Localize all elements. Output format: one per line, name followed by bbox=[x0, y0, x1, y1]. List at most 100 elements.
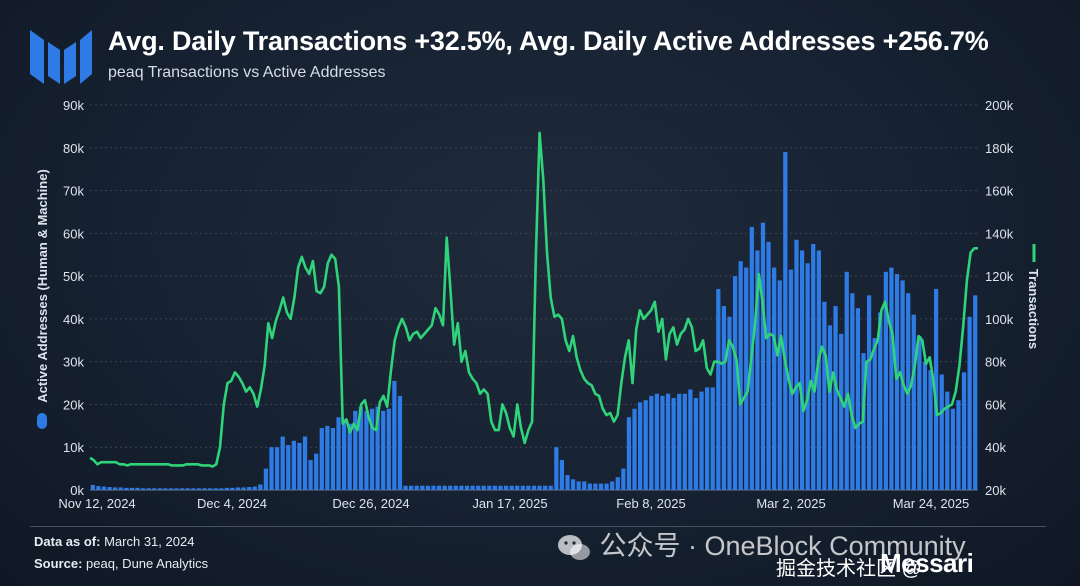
bar bbox=[107, 487, 112, 490]
bar bbox=[336, 417, 341, 490]
bar bbox=[274, 447, 280, 490]
source: Source: peaq, Dune Analytics bbox=[34, 556, 208, 571]
bar bbox=[459, 485, 464, 490]
bar bbox=[933, 288, 939, 490]
bar bbox=[202, 488, 207, 490]
y2-tick-label: 60k bbox=[985, 397, 1006, 412]
bar bbox=[570, 479, 576, 490]
bar bbox=[621, 468, 626, 490]
bar bbox=[431, 485, 436, 490]
bar bbox=[152, 488, 157, 490]
bar bbox=[727, 316, 732, 490]
y-axis-title: Active Addresses (Human & Machine) bbox=[35, 169, 50, 403]
bar bbox=[235, 487, 241, 490]
bar bbox=[922, 361, 928, 490]
bar bbox=[693, 398, 699, 490]
bar bbox=[470, 485, 475, 490]
bar bbox=[392, 380, 397, 490]
bar bbox=[760, 222, 766, 490]
bar bbox=[917, 336, 922, 490]
bar bbox=[883, 271, 888, 490]
bar bbox=[543, 485, 548, 490]
bar bbox=[632, 408, 637, 490]
bar bbox=[476, 485, 481, 490]
bar bbox=[732, 276, 738, 490]
bar bbox=[140, 488, 146, 490]
y2-tick-label: 40k bbox=[985, 440, 1006, 455]
bar bbox=[626, 417, 632, 490]
bar bbox=[950, 408, 955, 490]
data-as-of-value: March 31, 2024 bbox=[104, 534, 195, 549]
messari-brand-text: Messari bbox=[880, 548, 974, 578]
bar bbox=[677, 393, 682, 490]
bar bbox=[833, 306, 838, 490]
bar bbox=[403, 485, 408, 490]
line-layer bbox=[89, 131, 978, 468]
bar bbox=[90, 484, 95, 490]
bar bbox=[839, 333, 844, 490]
bar bbox=[576, 481, 581, 490]
bar bbox=[705, 387, 710, 490]
bar bbox=[492, 485, 498, 490]
y-tick-label: 0k bbox=[70, 483, 84, 498]
y2-tick-label: 20k bbox=[985, 483, 1006, 498]
bar bbox=[531, 485, 537, 490]
data-as-of: Data as of: March 31, 2024 bbox=[34, 534, 194, 549]
bar bbox=[520, 485, 525, 490]
bar bbox=[481, 485, 486, 490]
bar bbox=[738, 261, 743, 490]
bar bbox=[397, 395, 403, 490]
bar bbox=[537, 485, 542, 490]
bar bbox=[185, 488, 190, 490]
bar bbox=[297, 442, 302, 490]
y2-tick-label: 140k bbox=[985, 226, 1014, 241]
bar bbox=[660, 395, 665, 490]
bar bbox=[252, 486, 257, 490]
data-as-of-label: Data as of: bbox=[34, 534, 101, 549]
bar bbox=[878, 312, 883, 490]
x-tick-label: Mar 2, 2025 bbox=[756, 496, 825, 511]
bar bbox=[772, 267, 777, 490]
bar bbox=[330, 427, 336, 490]
x-tick-label: Dec 26, 2024 bbox=[332, 496, 409, 511]
bar bbox=[319, 427, 324, 490]
bar bbox=[593, 483, 598, 490]
messari-logo-icon bbox=[30, 30, 92, 84]
bar bbox=[353, 410, 358, 490]
bar bbox=[811, 244, 816, 490]
bar bbox=[961, 372, 967, 490]
y-tick-label: 40k bbox=[63, 312, 84, 327]
bar bbox=[587, 483, 592, 490]
bar bbox=[442, 485, 447, 490]
bar bbox=[436, 485, 442, 490]
bar bbox=[973, 295, 978, 490]
bar bbox=[643, 400, 648, 490]
bar bbox=[872, 338, 877, 490]
bar bbox=[101, 486, 107, 490]
bar bbox=[364, 410, 369, 490]
bar bbox=[487, 485, 492, 490]
bar bbox=[269, 447, 274, 490]
bar bbox=[816, 250, 821, 490]
bar bbox=[113, 487, 118, 490]
y-tick-label: 20k bbox=[63, 397, 84, 412]
bar bbox=[280, 436, 285, 490]
bar bbox=[498, 485, 503, 490]
bar bbox=[766, 241, 771, 490]
bar bbox=[196, 488, 202, 490]
juejin-watermark: 掘金技术社区 @ bbox=[776, 558, 922, 580]
bar bbox=[453, 485, 458, 490]
bar bbox=[794, 239, 799, 490]
bar bbox=[409, 485, 414, 490]
bar bbox=[129, 487, 134, 490]
bar bbox=[548, 485, 553, 490]
y2-tick-label: 100k bbox=[985, 312, 1014, 327]
bar bbox=[464, 485, 470, 490]
x-tick-label: Dec 4, 2024 bbox=[197, 496, 267, 511]
bar bbox=[146, 488, 151, 490]
bar bbox=[325, 425, 330, 490]
bar bbox=[258, 484, 263, 490]
x-tick-label: Mar 24, 2025 bbox=[893, 496, 970, 511]
bar bbox=[855, 308, 861, 490]
y2-tick-label: 180k bbox=[985, 141, 1014, 156]
